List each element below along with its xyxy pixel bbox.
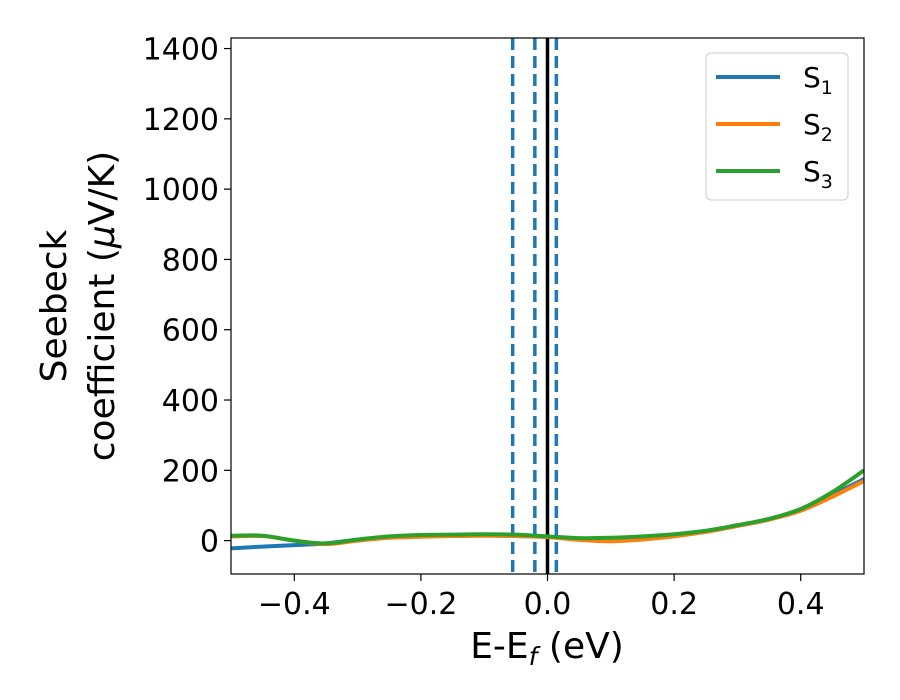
y-tick-label: 400	[162, 384, 219, 419]
x-axis-label-unit: (eV)	[537, 626, 623, 667]
legend-label-s2: S2	[803, 108, 833, 146]
y-axis-label-prefix: coefficient (	[82, 248, 123, 461]
x-axis-ticks: −0.4 −0.2 0.0 0.2 0.4	[258, 574, 825, 622]
x-tick-label: 0.4	[777, 587, 825, 622]
x-tick-label: −0.4	[258, 587, 331, 622]
x-tick-label: 0.2	[650, 587, 698, 622]
x-axis-label: E-Ef (eV)	[470, 626, 624, 671]
y-tick-label: 1200	[143, 103, 219, 138]
reference-lines	[510, 38, 559, 574]
y-tick-label: 800	[162, 243, 219, 278]
y-axis-ticks: 0 200 400 600 800 1000 1200 1400	[143, 33, 231, 560]
legend-box	[705, 52, 849, 201]
legend-label-s1: S1	[803, 61, 833, 99]
y-tick-label: 600	[162, 314, 219, 349]
y-axis-label-line1: Seebeck	[34, 229, 75, 382]
legend: S1 S2 S3	[705, 52, 849, 201]
x-tick-label: 0.0	[524, 587, 572, 622]
series-line-s3	[231, 468, 864, 546]
y-tick-label: 0	[200, 525, 219, 560]
y-axis-label-mu: μ	[82, 225, 123, 249]
x-tick-label: −0.2	[384, 587, 457, 622]
series-lines	[231, 468, 864, 551]
y-axis-label-line2: coefficient (μV/K)	[82, 151, 123, 461]
y-tick-label: 1400	[143, 33, 219, 68]
y-axis-label-suffix: V/K)	[82, 151, 123, 225]
legend-label-s3: S3	[803, 155, 833, 193]
y-tick-label: 200	[162, 454, 219, 489]
x-axis-label-main: E-E	[470, 626, 528, 667]
y-axis-label: Seebeck coefficient (μV/K)	[34, 151, 123, 461]
y-tick-label: 1000	[143, 173, 219, 208]
